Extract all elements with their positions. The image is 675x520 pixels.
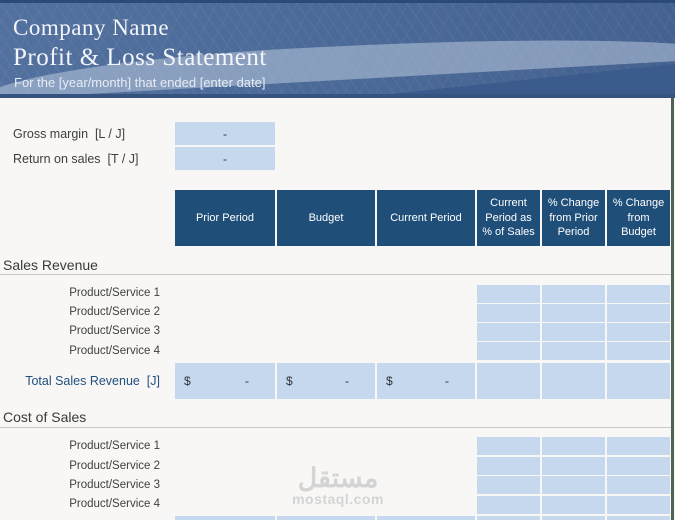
input-cell[interactable] <box>607 342 670 360</box>
total-cell-prior-period[interactable]: $ - <box>175 363 275 399</box>
column-header-pct-change-prior-period: % Change from Prior Period <box>542 190 605 246</box>
total-amount: - <box>245 374 249 388</box>
input-cell[interactable] <box>607 323 670 341</box>
row-label-product-service-4: Product/Service 4 <box>69 345 160 357</box>
input-cell[interactable] <box>542 496 605 514</box>
row-label-product-service-1: Product/Service 1 <box>69 287 160 299</box>
input-cell[interactable] <box>542 304 605 322</box>
total-cell-partial[interactable] <box>542 516 605 520</box>
input-cell[interactable] <box>477 304 540 322</box>
row-label-product-service-3: Product/Service 3 <box>69 479 160 491</box>
gross-margin-label: Gross margin [L / J] <box>13 127 126 141</box>
input-cell[interactable] <box>542 323 605 341</box>
company-name: Company Name <box>13 15 170 40</box>
return-on-sales-cell[interactable]: - <box>175 147 275 170</box>
row-label-product-service-3: Product/Service 3 <box>69 325 160 337</box>
input-cell[interactable] <box>477 476 540 494</box>
total-cell-partial[interactable] <box>607 516 670 520</box>
section-divider <box>0 274 672 275</box>
input-cell[interactable] <box>477 496 540 514</box>
input-cell[interactable] <box>542 437 605 455</box>
row-label-product-service-4: Product/Service 4 <box>69 498 160 510</box>
total-cell-current-period[interactable]: $ - <box>377 363 475 399</box>
section-title-cost-of-sales: Cost of Sales <box>3 409 87 425</box>
watermark-arabic-text: مستقل <box>297 463 379 493</box>
input-cell[interactable] <box>542 342 605 360</box>
total-cell-pct-change-budget[interactable] <box>607 363 670 399</box>
total-cell-partial[interactable] <box>477 516 540 520</box>
input-cell[interactable] <box>477 323 540 341</box>
watermark: مستقل mostaql.com <box>283 463 393 506</box>
row-label-product-service-2: Product/Service 2 <box>69 306 160 318</box>
page-title: Profit & Loss Statement <box>13 44 267 71</box>
return-on-sales-value: - <box>223 151 227 166</box>
total-cell-partial[interactable] <box>277 516 375 520</box>
input-cell[interactable] <box>607 304 670 322</box>
return-on-sales-label: Return on sales [T / J] <box>13 152 139 166</box>
input-cell[interactable] <box>477 342 540 360</box>
input-cell[interactable] <box>477 457 540 475</box>
right-edge-border <box>671 98 674 520</box>
column-header-budget: Budget <box>277 190 375 246</box>
currency-symbol: $ <box>286 374 293 388</box>
input-cell[interactable] <box>542 457 605 475</box>
currency-symbol: $ <box>386 374 393 388</box>
currency-symbol: $ <box>184 374 191 388</box>
input-cell[interactable] <box>607 285 670 303</box>
total-cell-partial[interactable] <box>377 516 475 520</box>
column-header-current-period: Current Period <box>377 190 475 246</box>
total-cell-pct-change-prior[interactable] <box>542 363 605 399</box>
header-banner: Company Name Profit & Loss Statement For… <box>0 0 675 98</box>
column-header-current-period-pct-of-sales: Current Period as % of Sales <box>477 190 540 246</box>
total-cell-partial[interactable] <box>175 516 275 520</box>
input-cell[interactable] <box>542 285 605 303</box>
input-cell[interactable] <box>542 476 605 494</box>
total-cell-budget[interactable]: $ - <box>277 363 375 399</box>
input-cell[interactable] <box>607 476 670 494</box>
header-top-stripe <box>0 0 675 3</box>
gross-margin-value: - <box>223 126 227 141</box>
column-header-prior-period: Prior Period <box>175 190 275 246</box>
section-title-sales-revenue: Sales Revenue <box>3 257 98 273</box>
watermark-domain-text: mostaql.com <box>292 491 384 507</box>
header-bottom-stripe <box>0 94 675 98</box>
total-amount: - <box>445 374 449 388</box>
column-header-pct-change-budget: % Change from Budget <box>607 190 670 246</box>
row-label-product-service-2: Product/Service 2 <box>69 460 160 472</box>
row-label-product-service-1: Product/Service 1 <box>69 440 160 452</box>
input-cell[interactable] <box>607 496 670 514</box>
input-cell[interactable] <box>477 285 540 303</box>
gross-margin-cell[interactable]: - <box>175 122 275 145</box>
total-amount: - <box>345 374 349 388</box>
statement-period-subtitle: For the [year/month] that ended [enter d… <box>14 75 266 90</box>
input-cell[interactable] <box>607 457 670 475</box>
total-sales-revenue-label: Total Sales Revenue [J] <box>25 374 160 388</box>
input-cell[interactable] <box>607 437 670 455</box>
section-divider <box>0 427 672 428</box>
total-cell-pct-of-sales[interactable] <box>477 363 540 399</box>
input-cell[interactable] <box>477 437 540 455</box>
